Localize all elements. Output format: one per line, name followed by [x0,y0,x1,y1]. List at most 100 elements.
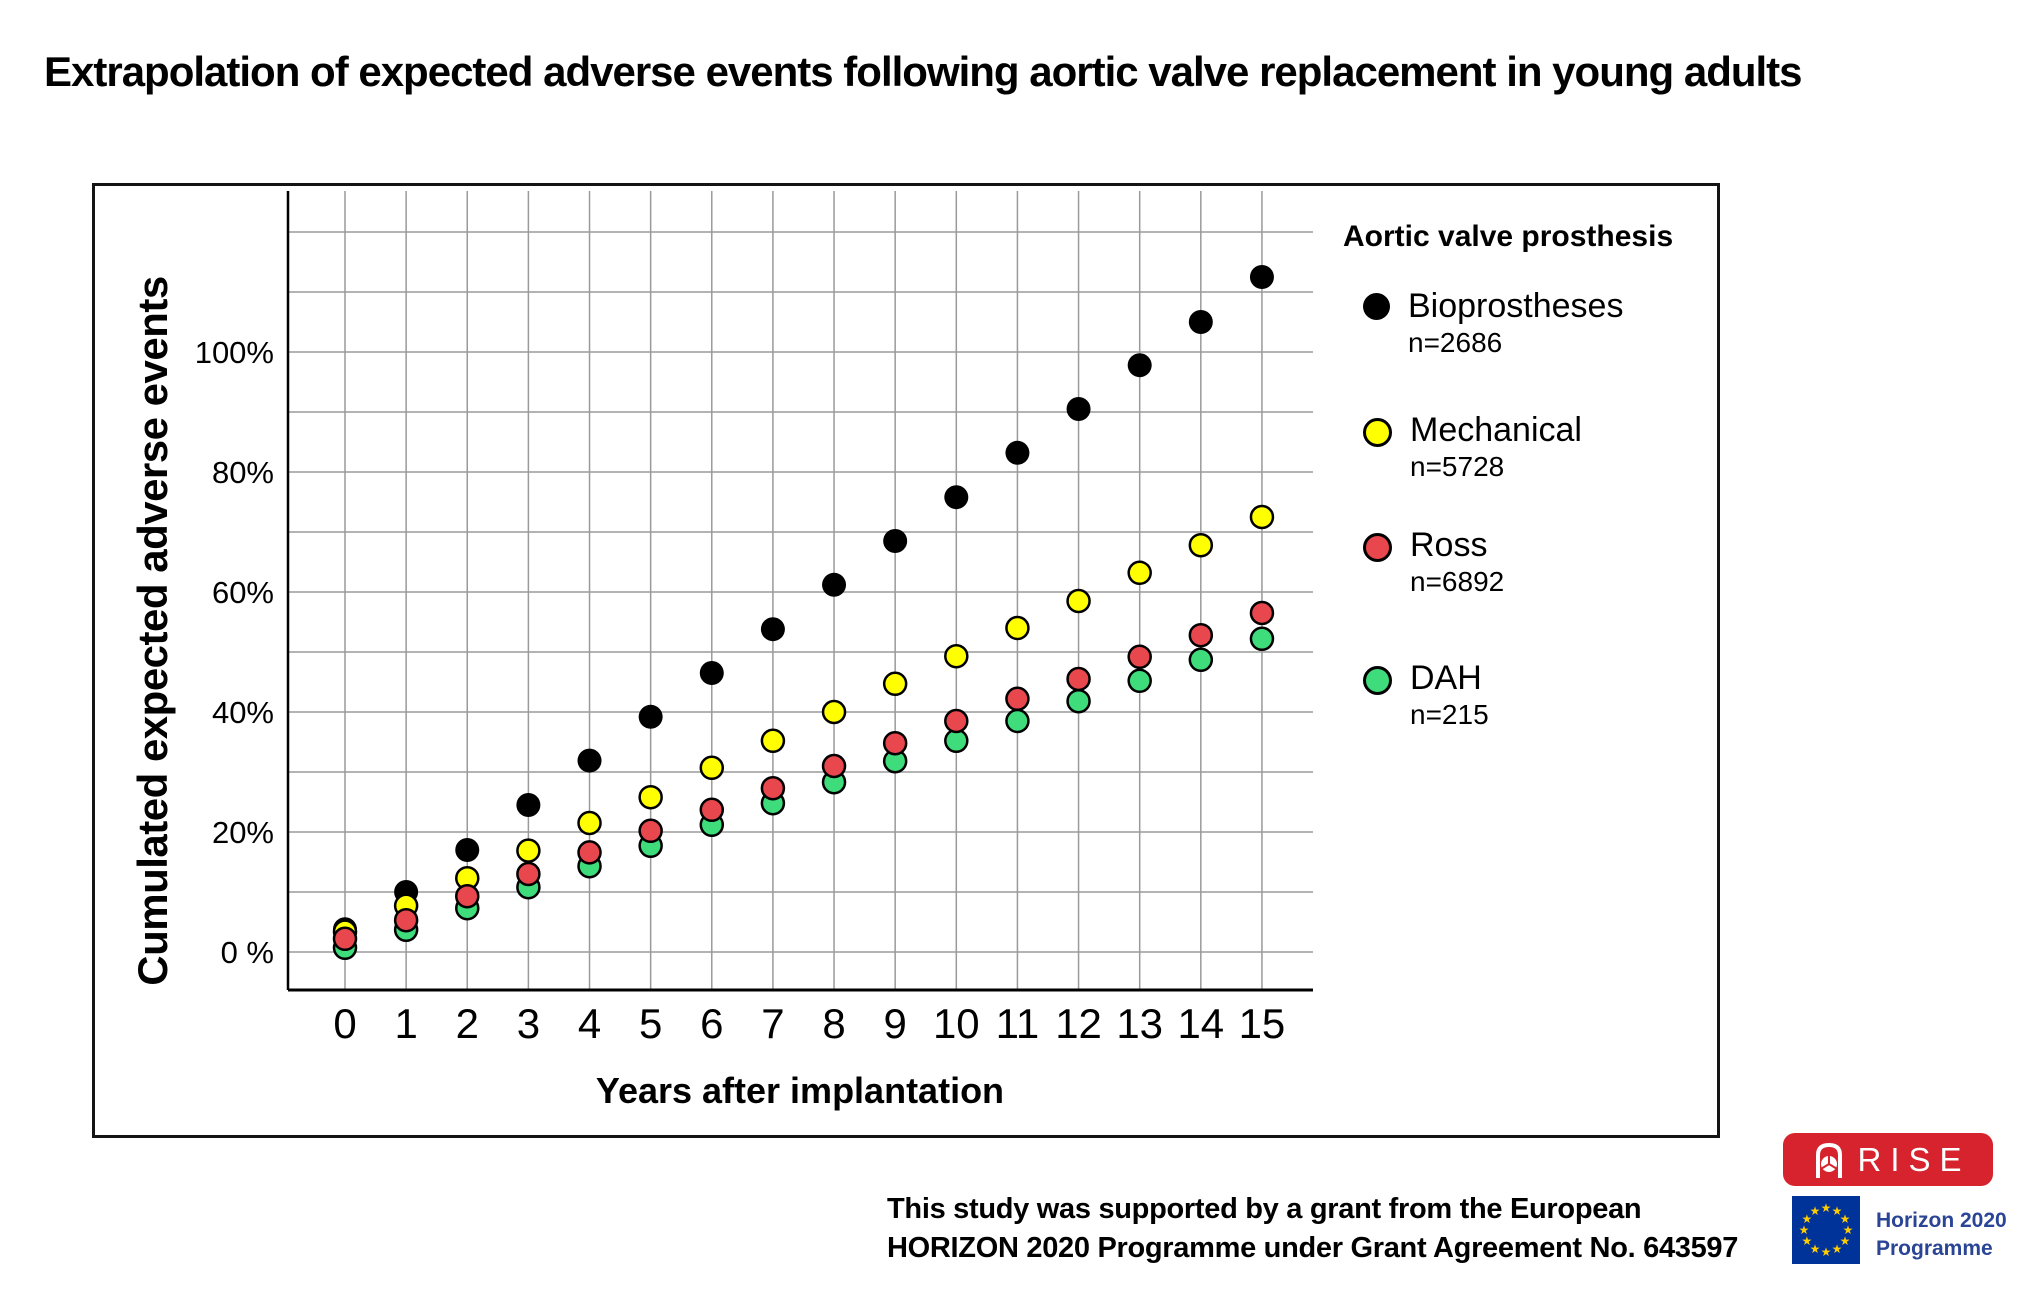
data-point-ross [760,775,786,801]
data-point-ross [1188,622,1214,648]
eu-star-icon: ★ [1801,1234,1813,1248]
data-point-dah [1005,708,1030,734]
data-point-mechanical [1066,588,1091,614]
chart-title: Extrapolation of expected adverse events… [44,48,1803,95]
legend-item-mechanical: Mechanical n=5728 [1363,410,1582,484]
data-point-bioprostheses [1066,397,1091,421]
legend-label-bioprostheses: Bioprostheses [1408,287,1624,325]
data-point-dah [1188,647,1214,673]
y-tick-label: 20% [212,815,274,850]
y-tick-label: 0 % [221,935,274,970]
x-tick-label: 6 [700,1000,723,1047]
x-axis-title: Years after implantation [596,1070,1004,1111]
rise-logo-text: RISE [1857,1141,1971,1178]
data-point-mechanical [882,671,908,697]
x-tick-label: 2 [456,1000,479,1047]
legend-dot-ross-icon [1363,533,1392,562]
rise-logo: RISE [1783,1133,1993,1186]
data-point-bioprostheses [638,704,663,729]
data-point-ross [393,907,419,933]
data-point-bioprostheses [577,748,602,773]
legend-n-dah: n=215 [1410,699,1489,730]
x-tick-label: 7 [761,1000,784,1047]
data-point-bioprostheses [516,793,541,817]
eu-star-icon: ★ [1801,1212,1813,1226]
data-point-mechanical [699,755,725,781]
eu-star-icon: ★ [1831,1242,1843,1257]
funding-note: This study was supported by a grant from… [887,1190,1738,1268]
legend-n-bioprostheses: n=2686 [1408,327,1503,358]
legend-n-mechanical: n=5728 [1410,451,1505,482]
y-tick-label: 40% [212,695,274,730]
data-point-mechanical [1188,532,1214,558]
legend-n-ross: n=6892 [1410,566,1505,597]
legend-label-ross: Ross [1410,526,1488,564]
data-point-dah [1127,668,1152,694]
eu-star-icon: ★ [1842,1223,1854,1237]
x-tick-label: 12 [1055,1000,1102,1047]
data-point-bioprostheses [1127,353,1152,378]
horizon-line2: Programme [1876,1237,1993,1260]
data-point-ross [577,840,602,865]
data-point-bioprostheses [944,485,969,510]
data-point-ross [516,861,541,887]
data-point-dah [1249,626,1275,652]
data-point-ross [1066,666,1091,692]
data-point-mechanical [821,699,847,725]
legend-dot-bioprostheses-icon [1363,293,1390,320]
data-point-ross [1249,600,1275,626]
legend-label-mechanical: Mechanical [1410,411,1582,449]
horizon-line1: Horizon 2020 [1876,1209,2007,1232]
data-point-mechanical [1127,560,1152,586]
scatter-plot: 0 %20%40%60%80%100%0 1 2 3 4 5 6 7 8 9 10 11 12 13 14 1… [129,191,1313,1111]
x-tick-label: 4 [578,1000,601,1047]
eu-star-icon: ★ [1809,1242,1821,1257]
eu-star-icon: ★ [1839,1212,1851,1226]
legend-item-ross: Ross n=6892 [1363,525,1504,599]
data-point-bioprostheses [760,617,785,642]
data-point-bioprostheses [822,572,847,597]
funding-note-line2: HORIZON 2020 Programme under Grant Agree… [887,1232,1739,1264]
y-tick-label: 60% [212,575,274,610]
data-point-mechanical [577,810,602,836]
x-tick-label: 13 [1116,1000,1163,1047]
data-point-bioprostheses [1188,310,1213,334]
data-point-bioprostheses [883,529,908,553]
data-point-ross [699,797,725,823]
data-point-bioprostheses [1005,440,1030,465]
data-point-mechanical [760,728,786,754]
eu-star-icon: ★ [1839,1234,1851,1248]
y-axis-title: Cumulated expected adverse events [129,276,176,985]
data-point-ross [944,708,969,734]
eu-star-icon: ★ [1820,1201,1832,1215]
x-tick-label: 11 [996,1000,1040,1047]
y-tick-label: 100% [195,335,274,370]
data-point-bioprostheses [699,661,724,685]
eu-star-icon: ★ [1831,1203,1843,1218]
data-point-ross [882,730,908,756]
data-point-ross [332,926,358,952]
data-point-dah [1066,688,1091,714]
x-tick-label: 5 [639,1000,662,1047]
legend-label-dah: DAH [1410,659,1482,697]
legend-title: Aortic valve prosthesis [1343,220,1674,253]
data-point-mechanical [1249,504,1275,530]
rise-valve-icon [1816,1142,1843,1178]
x-tick-label: 14 [1177,1000,1224,1047]
funding-note-line1: This study was supported by a grant from… [887,1193,1642,1225]
x-tick-label: 3 [517,1000,540,1047]
data-point-ross [1127,644,1152,670]
legend-item-dah: DAH n=215 [1363,658,1489,732]
eu-flag-icon: ★ ★ ★ ★ ★ ★ ★ ★ ★ ★ ★ ★ [1792,1196,1860,1264]
x-tick-label: 15 [1239,1000,1286,1047]
data-point-ross [821,753,847,779]
data-point-mechanical [516,838,541,863]
data-point-bioprostheses [455,838,480,862]
legend-item-bioprostheses: Bioprostheses n=2686 [1363,286,1623,360]
data-point-mechanical [944,643,969,669]
data-point-mechanical [1005,615,1030,641]
figure-box: 0 % 20% 40% 60% 80% 100% 0 1 2 3 4 5 6 7 8 9 10 11 12 13 14 1… [92,183,1720,1138]
eu-star-icon: ★ [1820,1245,1832,1259]
legend-dot-mechanical-icon [1363,418,1392,447]
eu-star-icon: ★ [1798,1223,1810,1237]
